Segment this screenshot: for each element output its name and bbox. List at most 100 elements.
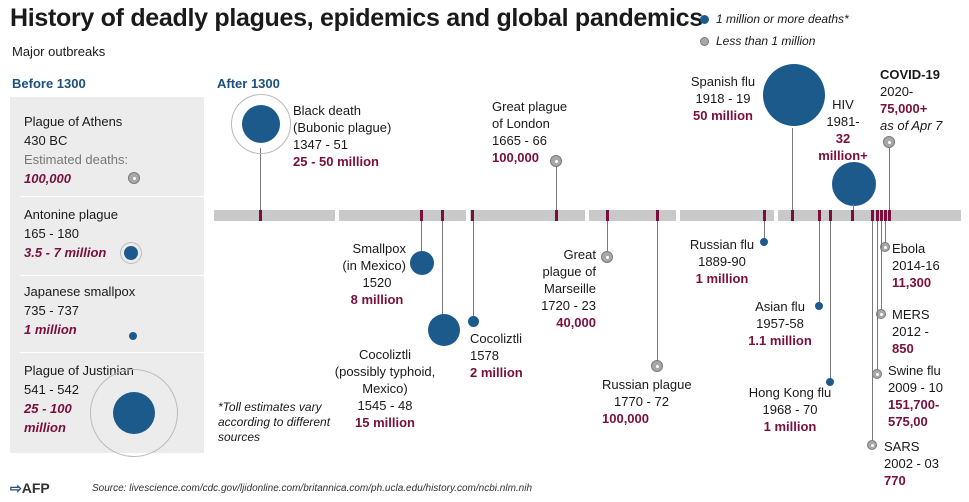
event-deaths: 100,000: [492, 150, 539, 165]
athens-small-circle: [128, 172, 140, 184]
legend-large: 1 million or more deaths*: [700, 12, 849, 26]
smallpox-large-circle: [410, 251, 434, 275]
russian-plague-small-circle: [651, 360, 663, 372]
event-deaths: 100,000: [602, 411, 649, 426]
event-years: 165 - 180: [24, 226, 79, 241]
event-years: 1578: [470, 348, 499, 363]
stem: [657, 221, 658, 361]
ebola-small-circle: [880, 242, 890, 252]
stem: [607, 221, 608, 251]
event-name: Black death: [293, 103, 361, 118]
cocoliztli-1545-large-circle: [428, 314, 460, 346]
tick-sars: [871, 210, 874, 221]
event-deaths: 100,000: [24, 171, 71, 186]
marseille-small-circle: [601, 251, 613, 263]
event-years: 1968 - 70: [762, 402, 818, 417]
event-name: Plague of Athens: [24, 114, 123, 129]
event-deaths: 151,700-: [888, 397, 940, 412]
stem: [792, 128, 793, 210]
event-name-cont: (Bubonic plague): [293, 120, 392, 135]
event-deaths: 3.5 - 7 million: [24, 245, 107, 260]
event-name: Ebola: [892, 241, 926, 256]
event-name: Great: [563, 247, 596, 262]
before-1300-panel: Plague of Athens 430 BC Estimated deaths…: [10, 97, 204, 457]
timeline-gap: [774, 210, 778, 221]
mers-label: MERS 2012 - 850: [892, 306, 930, 357]
stem: [881, 221, 882, 313]
event-name: Hong Kong flu: [748, 385, 832, 400]
event-name: Cocoliztli: [470, 331, 523, 346]
event-name: Asian flu: [755, 299, 805, 314]
event-years: 1720 - 23: [541, 298, 596, 313]
page-subtitle: Major outbreaks: [12, 44, 106, 59]
hong-kong-flu-label: Hong Kong flu 1968 - 70 1 million: [740, 384, 840, 435]
tick-black-death: [259, 210, 262, 221]
tick-marseille: [606, 210, 609, 221]
black-death-label: Black death (Bubonic plague) 1347 - 51 2…: [293, 102, 391, 170]
event-name: Great plague: [492, 99, 568, 114]
timeline-gap: [335, 210, 339, 221]
event-name: Russian flu: [689, 237, 755, 252]
event-name-cont: (in Mexico): [342, 258, 406, 273]
legend-small-label: Less than 1 million: [716, 34, 816, 48]
event-years: 2009 - 10: [888, 380, 943, 395]
source-credit: Source: livescience.com/cdc.gov/ljidonli…: [92, 483, 533, 494]
divider: [20, 275, 204, 276]
cocoliztli-1545-label: Cocoliztli (possibly typhoid, Mexico) 15…: [326, 346, 444, 431]
tick-covid: [888, 210, 891, 221]
event-years: 1981-: [826, 114, 860, 129]
antonine-ring: [120, 242, 142, 264]
tick-cocoliztli-1545: [441, 210, 444, 221]
timeline-gap: [676, 210, 680, 221]
russian-flu-large-circle: [760, 238, 768, 246]
event-deaths-cont: 575,00: [888, 414, 928, 429]
event-years: 1545 - 48: [357, 398, 413, 413]
black-death-large-circle: [242, 105, 280, 143]
stem: [473, 221, 474, 319]
event-years: 430 BC: [24, 133, 68, 148]
event-name: Cocoliztli: [358, 347, 411, 362]
event-years: 1889-90: [698, 254, 746, 269]
event-name-cont: Marseille: [543, 281, 596, 296]
covid-small-circle: [883, 136, 895, 148]
cocoliztli-1578-large-circle: [468, 316, 479, 327]
tick-hiv: [851, 210, 854, 221]
tick-ebola: [884, 210, 887, 221]
small-circle-icon: [700, 37, 709, 47]
london-label: Great plague of London 1665 - 66 100,000: [492, 98, 567, 166]
stem: [853, 204, 854, 210]
london-small-circle: [550, 155, 562, 167]
spanish-flu-label: Spanish flu 1918 - 19 50 million: [680, 73, 766, 124]
black-death-ring: [231, 94, 291, 154]
footnote-line: *Toll estimates vary: [218, 400, 322, 414]
event-deaths-cont: million+: [818, 148, 868, 163]
tick-swine-flu: [876, 210, 879, 221]
event-years: 2020-: [880, 84, 914, 99]
event-years: 2012 -: [892, 324, 929, 339]
event-deaths: 15 million: [355, 415, 415, 430]
tick-london: [555, 210, 558, 221]
event-years: 1347 - 51: [293, 137, 348, 152]
event-years: 1918 - 19: [695, 91, 751, 106]
stem: [819, 221, 820, 303]
event-deaths: 1 million: [24, 322, 77, 337]
tick-asian-flu: [818, 210, 821, 221]
event-years: 1770 - 72: [614, 394, 669, 409]
sars-label: SARS 2002 - 03 770: [884, 438, 939, 489]
russian-plague-label: Russian plague 1770 - 72 100,000: [602, 376, 692, 427]
asian-flu-label: Asian flu 1957-58 1.1 million: [738, 298, 822, 349]
estimate-label: Estimated deaths:: [24, 152, 129, 167]
event-name-cont: (possibly typhoid,: [334, 364, 436, 379]
antonine-plague: Antonine plague 165 - 180 3.5 - 7 millio…: [24, 205, 118, 262]
event-name: Russian plague: [602, 377, 692, 392]
event-years: 1520: [362, 275, 392, 290]
event-name-cont: Mexico): [362, 381, 408, 396]
japanese-smallpox: Japanese smallpox 735 - 737 1 million: [24, 282, 135, 339]
event-years: 541 - 542: [24, 382, 79, 397]
event-years: 2002 - 03: [884, 456, 939, 471]
event-deaths: 1 million: [695, 271, 749, 286]
tick-spanish-flu: [791, 210, 794, 221]
footnote: *Toll estimates vary according to differ…: [218, 400, 330, 445]
legend-large-label: 1 million or more deaths*: [716, 12, 849, 26]
justinian-ring: [90, 369, 178, 457]
